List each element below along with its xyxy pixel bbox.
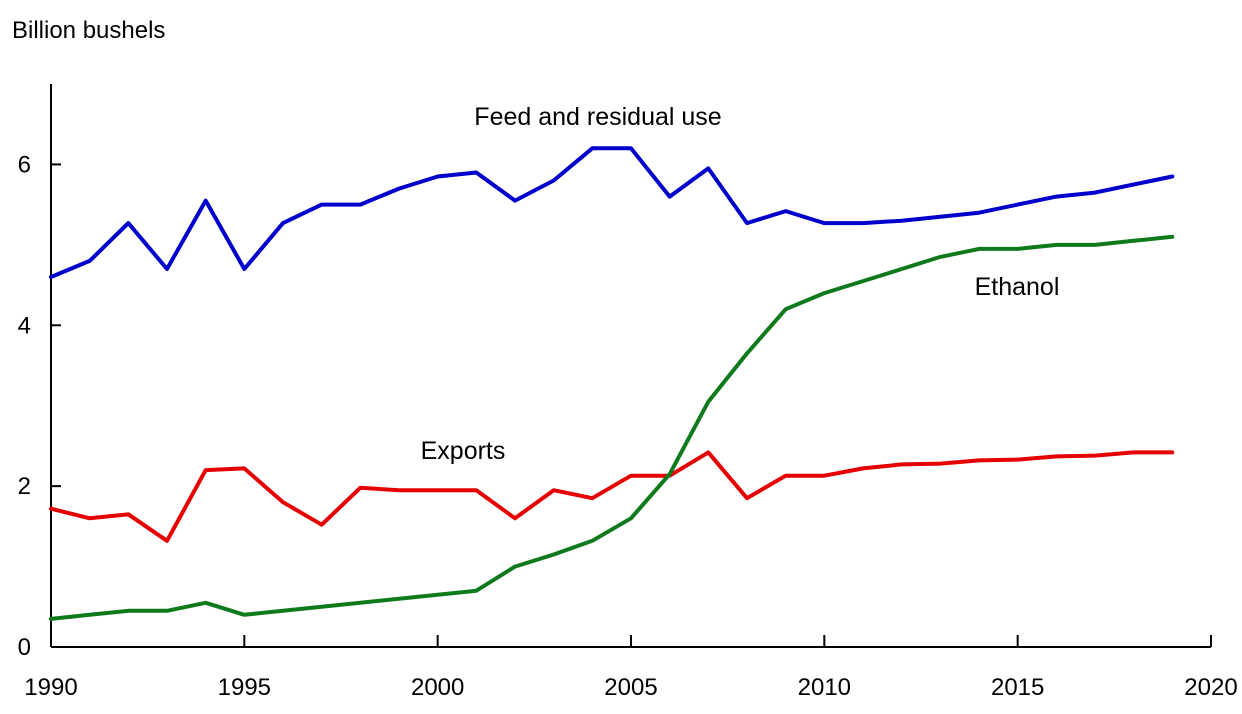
series-labels: Feed and residual use Exports Ethanol: [421, 103, 1060, 465]
x-tick-label: 1995: [218, 674, 271, 701]
y-tick-label: 2: [18, 473, 31, 500]
x-tick-label: 1990: [24, 674, 77, 701]
series-line-feed-and-residual-use: [49, 146, 1175, 279]
series-label-feed-and-residual-use: Feed and residual use: [474, 103, 721, 131]
axes: 0 2 4 6 1990 1995 2000 2005 2010 2015 2020: [18, 84, 1238, 701]
y-axis-title: Billion bushels: [12, 17, 165, 44]
series-label-exports: Exports: [421, 437, 506, 465]
x-tick-label: 2000: [411, 674, 464, 701]
y-tick-label: 4: [18, 312, 31, 339]
x-tick-label: 2010: [798, 674, 851, 701]
series-line-exports: [49, 450, 1175, 543]
y-tick-label: 0: [18, 634, 31, 661]
y-tick-label: 6: [18, 151, 31, 178]
x-tick-label: 2005: [604, 674, 657, 701]
series-label-ethanol: Ethanol: [975, 273, 1060, 301]
x-tick-label: 2020: [1184, 674, 1237, 701]
series-layer: [49, 146, 1175, 621]
series-line-ethanol: [49, 234, 1175, 621]
x-tick-label: 2015: [991, 674, 1044, 701]
